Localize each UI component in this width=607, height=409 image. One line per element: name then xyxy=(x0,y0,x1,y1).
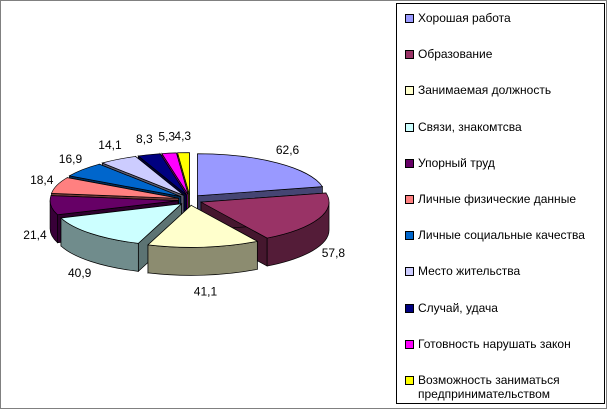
legend-item: Случай, удача xyxy=(405,301,598,315)
pie-data-labels: 62,6 57,8 41,1 40,9 21,4 18,4 16,9 14,1 8,3 5,3 4,… xyxy=(23,129,345,299)
pie-slice-top xyxy=(199,192,330,239)
pie-slice-top xyxy=(161,152,189,195)
legend-label: Упорный труд xyxy=(418,155,495,170)
pie-slice-top xyxy=(68,163,181,197)
legend-item: Упорный труд xyxy=(405,156,598,170)
data-label: 18,4 xyxy=(30,173,54,187)
pie-slice-top xyxy=(50,177,179,199)
pie-slice-top xyxy=(197,153,324,197)
legend-swatch xyxy=(405,376,414,385)
legend-swatch xyxy=(405,14,414,23)
data-label: 4,3 xyxy=(174,129,191,143)
pie-slice-top xyxy=(60,203,183,244)
legend-item: Занимаемая должность xyxy=(405,83,598,97)
legend-item: Хорошая работа xyxy=(405,11,598,25)
legend: Хорошая работа Образование Занимаемая долж… xyxy=(396,3,605,404)
legend-label: Возможность заниматься предпринимательст… xyxy=(418,373,560,401)
pie-slice-top xyxy=(101,156,185,196)
legend-item: Личные социальные качества xyxy=(405,228,598,242)
legend-item: Возможность заниматься предпринимательст… xyxy=(405,373,598,401)
legend-swatch xyxy=(405,195,414,204)
legend-label: Образование xyxy=(418,47,493,62)
data-label: 41,1 xyxy=(194,285,218,299)
data-label: 21,4 xyxy=(23,228,47,242)
legend-label: Случай, удача xyxy=(418,300,498,315)
data-label: 62,6 xyxy=(276,143,300,157)
pie-slice-top xyxy=(147,204,259,248)
data-label: 5,3 xyxy=(158,130,175,144)
legend-item: Образование xyxy=(405,47,598,61)
legend-swatch xyxy=(405,122,414,132)
legend-item: Личные физические данные xyxy=(405,192,598,206)
data-label: 57,8 xyxy=(322,246,346,260)
legend-label: Занимаемая должность xyxy=(418,83,552,98)
legend-swatch xyxy=(405,267,414,277)
legend-swatch xyxy=(405,231,414,241)
pie-slice-top xyxy=(49,195,179,216)
pie-slice-top xyxy=(137,153,187,196)
data-label: 14,1 xyxy=(98,138,122,152)
data-label: 8,3 xyxy=(136,132,153,146)
data-label: 16,9 xyxy=(59,152,83,166)
legend-label: Готовность нарушать закон xyxy=(418,336,571,351)
legend-item: Связи, знакомтсва xyxy=(405,120,598,134)
legend-item: Готовность нарушать закон xyxy=(405,337,598,351)
legend-label: Личные физические данные xyxy=(418,192,576,206)
legend-swatch xyxy=(405,303,414,313)
legend-swatch xyxy=(405,339,414,349)
pie-chart: 62,6 57,8 41,1 40,9 21,4 18,4 16,9 14,1 8,3 5,3 4,… xyxy=(23,129,345,299)
legend-label: Связи, знакомтсва xyxy=(418,119,522,134)
legend-label: Место жительства xyxy=(418,264,521,279)
data-label: 40,9 xyxy=(68,266,92,280)
legend-label: Личные социальные качества xyxy=(418,228,585,243)
pie-slices xyxy=(49,152,330,276)
legend-swatch xyxy=(405,50,414,60)
pie-slice xyxy=(147,204,259,276)
legend-item: Место жительства xyxy=(405,264,598,278)
legend-label: Хорошая работа xyxy=(418,11,511,25)
pie-slice xyxy=(60,203,183,273)
legend-swatch xyxy=(405,86,414,96)
pie-slice-top xyxy=(177,152,190,195)
legend-swatch xyxy=(405,158,414,168)
